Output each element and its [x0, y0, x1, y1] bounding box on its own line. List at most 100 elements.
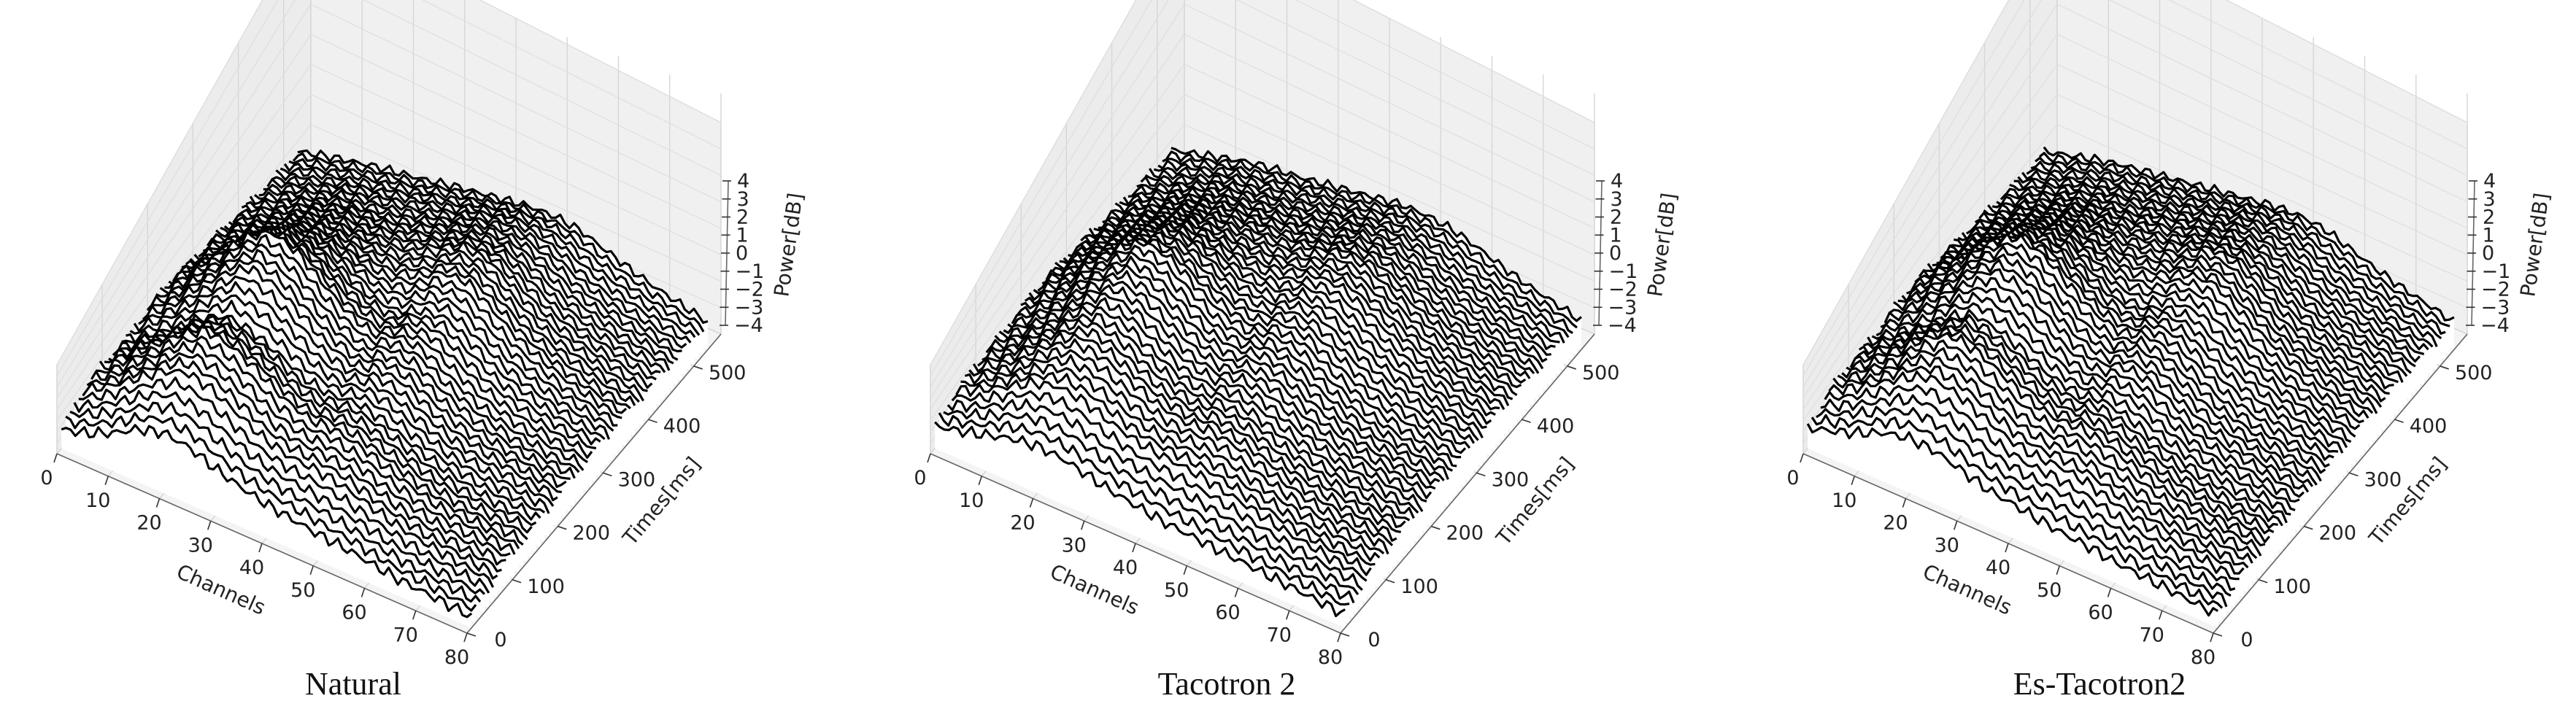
- spectrum-trace: [1810, 414, 2224, 609]
- wall-grid-z: [56, 0, 279, 376]
- x-tick-label: 50: [2037, 579, 2062, 602]
- spectrum-trace: [164, 233, 576, 479]
- z-tick-label: 2: [736, 206, 749, 229]
- y-tick-label: 300: [1492, 468, 1530, 491]
- spectrum-trace: [275, 169, 687, 349]
- y-tick: [1522, 419, 1531, 423]
- wall-grid-z: [310, 93, 722, 282]
- x-tick: [1029, 498, 1034, 508]
- wall-grid-z: [362, 0, 722, 177]
- spectrum-trace: [990, 318, 1401, 533]
- x-tick: [104, 476, 109, 486]
- spectrum-trace: [1153, 166, 1565, 344]
- x-tick-label: 80: [1318, 646, 1343, 669]
- panel-caption: Natural: [305, 666, 401, 702]
- x-tick-label: 10: [1832, 489, 1856, 512]
- spectrum-trace: [985, 325, 1397, 542]
- spectrum-trace: [1966, 214, 2378, 414]
- x-tick: [1234, 588, 1239, 597]
- x-tick-label: 10: [85, 489, 110, 512]
- z-tick-label: −4: [1608, 314, 1637, 337]
- spectrum-trace: [1961, 216, 2374, 414]
- wall-grid-z: [2056, 93, 2468, 282]
- x-tick: [2005, 543, 2009, 553]
- spectrum-trace: [73, 390, 486, 595]
- spectrum-trace: [65, 411, 477, 612]
- y-tick: [2213, 632, 2223, 637]
- spectrum-trace: [78, 376, 490, 594]
- wall-grid-z: [1184, 34, 1595, 229]
- x-tick: [360, 588, 366, 597]
- z-tick-label: 3: [1611, 188, 1623, 211]
- spectrum-trace: [998, 305, 1411, 522]
- z-tick-label: −1: [1609, 260, 1638, 283]
- x-tick-label: 60: [2088, 602, 2113, 624]
- y-tick-label: 500: [1582, 362, 1620, 384]
- x-tick: [1183, 565, 1188, 576]
- wall-grid-z: [930, 34, 1185, 410]
- spectrum-trace: [90, 352, 502, 573]
- y-axis-label: Times[ms]: [2364, 452, 2451, 550]
- y-tick: [1385, 579, 1395, 584]
- spectrum-trace: [220, 215, 631, 410]
- spectrum-trace: [142, 275, 555, 507]
- z-tick-label: −3: [1608, 296, 1638, 319]
- x-tick: [1800, 453, 1804, 463]
- wall-grid-z: [1802, 34, 2058, 410]
- y-tick-label: 100: [2273, 576, 2311, 598]
- x-tick-label: 50: [290, 579, 315, 602]
- wall-grid-z: [56, 0, 263, 365]
- wall-grid-z: [2056, 4, 2468, 203]
- x-tick: [155, 498, 161, 508]
- spectrum-trace: [1028, 255, 1441, 486]
- spectrum-trace: [245, 198, 657, 381]
- spectrum-trace: [1978, 208, 2390, 395]
- spectrum-trace: [1127, 190, 1540, 374]
- y-axis-line: [2213, 333, 2468, 634]
- y-tick-label: 500: [709, 362, 747, 384]
- spectrum-trace: [1906, 245, 2318, 486]
- wall-grid-z: [2056, 63, 2468, 255]
- wall-grid-z: [422, 0, 722, 150]
- z-tick-label: 1: [736, 224, 749, 247]
- z-tick-label: 4: [1611, 170, 1623, 193]
- spectrum-trace: [241, 202, 653, 390]
- y-tick: [648, 419, 658, 423]
- wall-grid-z: [56, 0, 296, 387]
- x-tick: [1337, 632, 1341, 643]
- spectrum-trace: [96, 341, 506, 566]
- z-tick-label: −1: [736, 260, 765, 283]
- spectrum-trace: [1157, 160, 1570, 338]
- spectrum-trace: [1093, 210, 1505, 411]
- spectrum-trace: [968, 354, 1381, 562]
- x-tick-label: 40: [1986, 557, 2010, 579]
- y-tick: [2349, 472, 2359, 477]
- x-tick-label: 80: [444, 646, 469, 669]
- spectrum-trace: [1954, 220, 2364, 424]
- spectrum-trace: [964, 362, 1376, 566]
- spectrum-trace: [1880, 291, 2291, 516]
- spectrum-trace: [292, 152, 705, 333]
- x-tick-label: 70: [2140, 624, 2164, 646]
- y-tick-label: 300: [2364, 468, 2402, 491]
- spectrum-trace: [288, 158, 701, 336]
- y-tick-label: 200: [1446, 522, 1484, 545]
- x-tick-label: 20: [136, 512, 161, 535]
- wall-grid-z: [1295, 0, 1595, 150]
- spectrum-trace: [1871, 309, 2283, 527]
- spectrum-trace: [283, 163, 696, 338]
- spectrum-trace: [2035, 156, 2446, 335]
- y-tick: [558, 525, 567, 530]
- wall-grid-z: [1802, 0, 2042, 387]
- x-tick-label: 30: [188, 534, 213, 557]
- spectrum-trace: [1165, 150, 1578, 329]
- spectrum-trace: [1837, 354, 2249, 569]
- spectrum-trace: [955, 376, 1368, 582]
- spectrum-trace: [159, 243, 571, 480]
- x-tick-label: 60: [342, 602, 366, 624]
- spectrum-trace: [249, 195, 661, 376]
- z-tick-label: −3: [2481, 296, 2510, 319]
- spectrum-trace: [1828, 370, 2240, 581]
- x-tick: [2107, 588, 2112, 597]
- y-tick-label: 0: [1368, 629, 1380, 651]
